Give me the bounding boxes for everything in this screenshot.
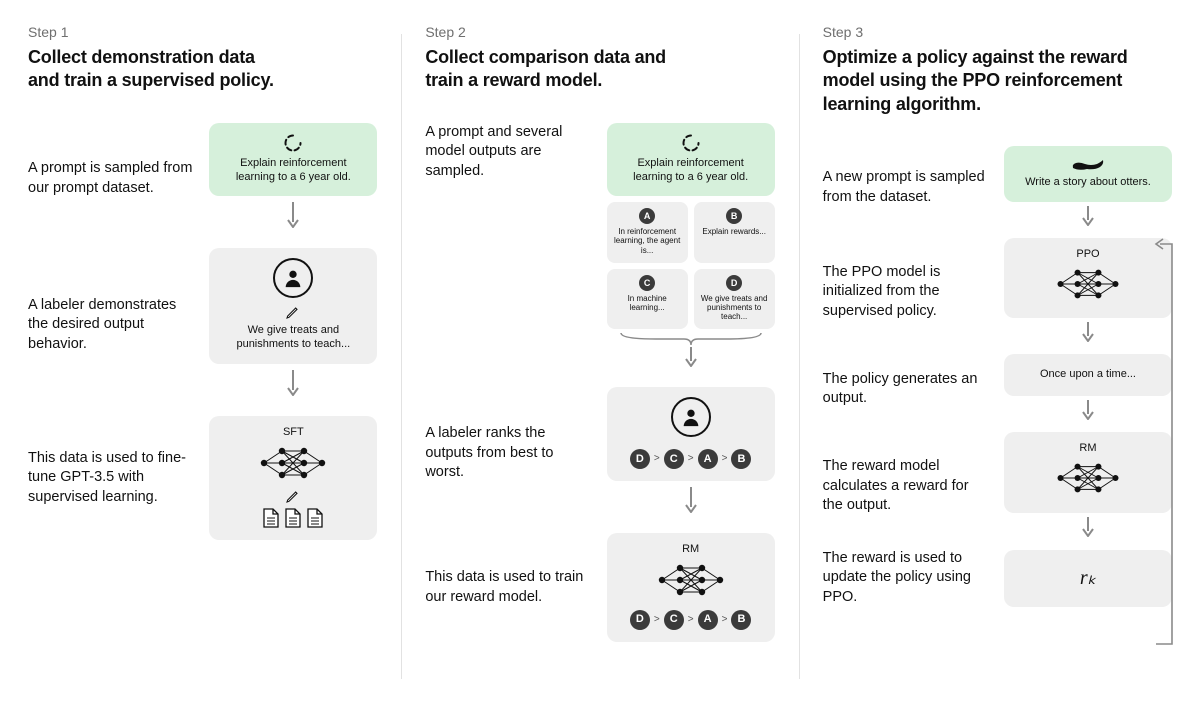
- cycle-icon: [283, 133, 303, 153]
- s3-rm-card: RM: [1004, 432, 1172, 513]
- option-d: DWe give treats and punishments to teach…: [694, 269, 775, 330]
- user-icon: [671, 397, 711, 437]
- brace-icon: [607, 331, 775, 347]
- step-3-title: Optimize a policy against the reward mod…: [823, 46, 1172, 116]
- network-icon: [258, 444, 328, 487]
- s3-output-card: Once upon a time...: [1004, 354, 1172, 396]
- s3-row5-text: The reward is used to update the policy …: [823, 549, 990, 608]
- s1-row-2: A labeler demonstrates the desired outpu…: [28, 248, 377, 402]
- s1-prompt-card: Explain reinforcement learning to a 6 ye…: [209, 123, 377, 197]
- rm-label: RM: [1079, 442, 1096, 456]
- step-1-title: Collect demonstration data and train a s…: [28, 46, 377, 93]
- s3-prompt-card: Write a story about otters.: [1004, 146, 1172, 202]
- step-2-title: Collect comparison data and train a rewa…: [425, 46, 774, 93]
- arrow-down-icon: [684, 347, 698, 367]
- s2-row3-text: This data is used to train our reward mo…: [425, 568, 592, 607]
- step-1-column: Step 1 Collect demonstration data and tr…: [28, 24, 401, 689]
- reward-symbol: rₖ: [1080, 566, 1096, 591]
- s2-row1-text: A prompt and several model outputs are s…: [425, 123, 592, 182]
- s1-row2-text: A labeler demonstrates the desired outpu…: [28, 296, 195, 355]
- s1-labeler-card: We give treats and punishments to teach.…: [209, 248, 377, 364]
- arrow-down-icon: [1081, 206, 1095, 226]
- s3-row-4: The reward model calculates a reward for…: [823, 432, 1172, 541]
- user-icon: [273, 258, 313, 298]
- sft-label: SFT: [283, 426, 304, 440]
- documents-icon: [262, 508, 324, 528]
- s2-prompt-card: Explain reinforcement learning to a 6 ye…: [607, 123, 775, 197]
- column-divider: [799, 34, 800, 679]
- s3-ppo-card: PPO: [1004, 238, 1172, 319]
- s2-options-grid: AIn reinforcement learning, the agent is…: [607, 202, 775, 329]
- network-icon: [1053, 266, 1123, 307]
- step-2-label: Step 2: [425, 24, 774, 40]
- ranking-line: D> C> A> B: [630, 449, 752, 469]
- s3-row-1: A new prompt is sampled from the dataset…: [823, 146, 1172, 230]
- s3-row3-text: The policy generates an output.: [823, 370, 990, 409]
- s2-prompt-text: Explain reinforcement learning to a 6 ye…: [619, 157, 763, 185]
- cycle-icon: [681, 133, 701, 153]
- pencil-icon: [285, 488, 301, 504]
- arrow-down-icon: [1081, 322, 1095, 342]
- s2-row2-text: A labeler ranks the outputs from best to…: [425, 424, 592, 483]
- s3-row4-text: The reward model calculates a reward for…: [823, 457, 990, 516]
- s3-row-2: The PPO model is initialized from the su…: [823, 238, 1172, 347]
- arrow-down-icon: [684, 487, 698, 513]
- otter-icon: [1071, 156, 1105, 172]
- option-b: BExplain rewards...: [694, 202, 775, 263]
- column-divider: [401, 34, 402, 679]
- arrow-down-icon: [1081, 400, 1095, 420]
- option-a: AIn reinforcement learning, the agent is…: [607, 202, 688, 263]
- s2-row-1: A prompt and several model outputs are s…: [425, 123, 774, 374]
- s2-rm-card: RM: [607, 533, 775, 642]
- s1-sft-card: SFT: [209, 416, 377, 541]
- step-1-label: Step 1: [28, 24, 377, 40]
- s1-row3-text: This data is used to fine-tune GPT-3.5 w…: [28, 449, 195, 508]
- s1-demo-text: We give treats and punishments to teach.…: [221, 324, 365, 352]
- arrow-down-icon: [1081, 517, 1095, 537]
- s2-row-3: This data is used to train our reward mo…: [425, 533, 774, 642]
- s1-row-3: This data is used to fine-tune GPT-3.5 w…: [28, 416, 377, 541]
- s1-prompt-text: Explain reinforcement learning to a 6 ye…: [221, 157, 365, 185]
- s2-ranker-card: D> C> A> B: [607, 387, 775, 481]
- s3-prompt-text: Write a story about otters.: [1025, 176, 1151, 190]
- s3-row-3: The policy generates an output. Once upo…: [823, 354, 1172, 424]
- s3-output-text: Once upon a time...: [1040, 368, 1136, 382]
- ppo-label: PPO: [1076, 248, 1099, 262]
- step-3-label: Step 3: [823, 24, 1172, 40]
- s3-reward-card: rₖ: [1004, 550, 1172, 607]
- rm-label: RM: [682, 543, 699, 557]
- s3-row2-text: The PPO model is initialized from the su…: [823, 263, 990, 322]
- option-c: CIn machine learning...: [607, 269, 688, 330]
- ranking-line: D> C> A> B: [630, 610, 752, 630]
- arrow-down-icon: [286, 202, 300, 228]
- s1-row1-text: A prompt is sampled from our prompt data…: [28, 159, 195, 198]
- network-icon: [656, 561, 726, 604]
- s3-row-5: The reward is used to update the policy …: [823, 549, 1172, 608]
- pencil-icon: [285, 304, 301, 320]
- s2-row-2: A labeler ranks the outputs from best to…: [425, 387, 774, 519]
- diagram-root: Step 1 Collect demonstration data and tr…: [28, 24, 1172, 689]
- s1-row-1: A prompt is sampled from our prompt data…: [28, 123, 377, 235]
- arrow-down-icon: [286, 370, 300, 396]
- network-icon: [1053, 460, 1123, 501]
- step-2-column: Step 2 Collect comparison data and train…: [401, 24, 798, 689]
- step-3-column: Step 3 Optimize a policy against the rew…: [799, 24, 1172, 689]
- s3-row1-text: A new prompt is sampled from the dataset…: [823, 168, 990, 207]
